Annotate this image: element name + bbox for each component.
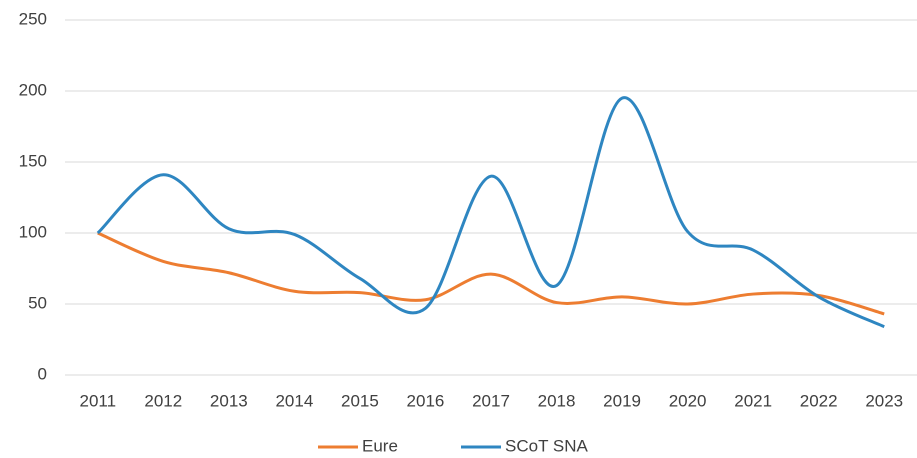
x-tick-label: 2011 <box>79 391 116 410</box>
series-line <box>96 96 885 329</box>
legend-label: Eure <box>362 436 398 455</box>
y-tick-label: 100 <box>19 222 47 241</box>
x-tick-label: 2022 <box>800 391 838 410</box>
x-tick-label: 2012 <box>144 391 182 410</box>
x-tick-label: 2016 <box>407 391 445 410</box>
x-tick-label: 2023 <box>865 391 903 410</box>
x-tick-label: 2013 <box>210 391 248 410</box>
y-tick-label: 200 <box>19 80 47 99</box>
x-tick-label: 2017 <box>472 391 510 410</box>
y-tick-label: 250 <box>19 9 47 28</box>
x-tick-label: 2015 <box>341 391 379 410</box>
x-tick-label: 2021 <box>734 391 772 410</box>
x-tick-label: 2014 <box>275 391 313 410</box>
x-tick-label: 2020 <box>669 391 707 410</box>
y-tick-label: 50 <box>28 293 47 312</box>
y-tick-label: 0 <box>38 364 47 383</box>
legend-label: SCoT SNA <box>505 436 588 455</box>
x-tick-label: 2019 <box>603 391 641 410</box>
x-tick-label: 2018 <box>538 391 576 410</box>
series-line <box>97 231 885 316</box>
y-tick-label: 150 <box>19 151 47 170</box>
